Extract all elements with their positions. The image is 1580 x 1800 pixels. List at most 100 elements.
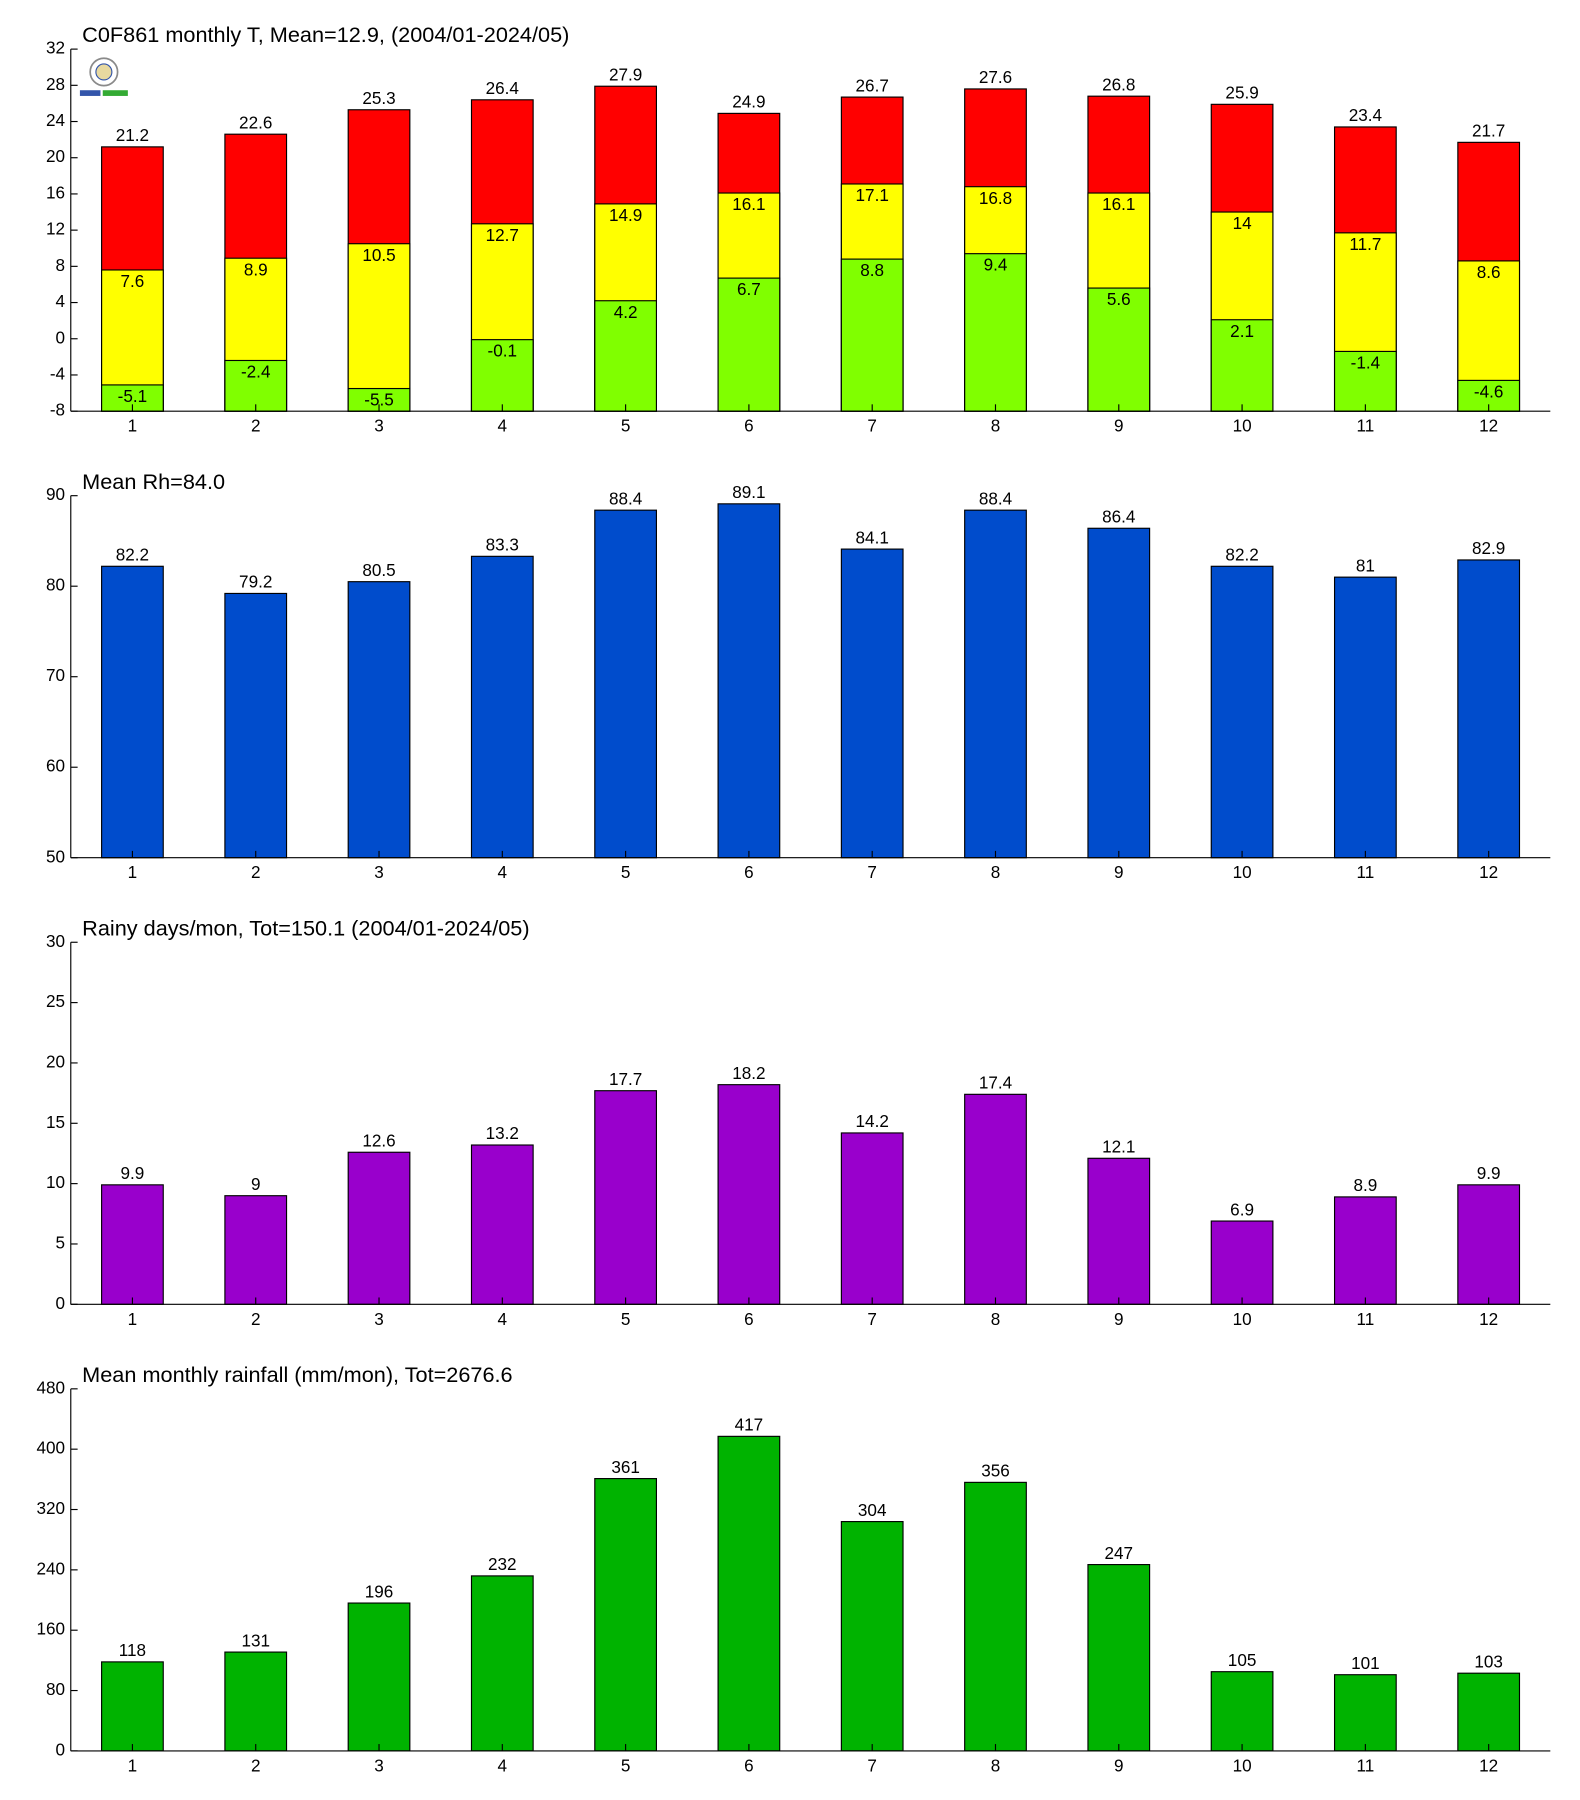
x-tick-label: 9 <box>1114 417 1124 436</box>
y-tick-label: -8 <box>50 401 65 420</box>
value-label: 18.2 <box>732 1064 765 1083</box>
value-label: 118 <box>119 1641 146 1660</box>
bar <box>840 548 904 859</box>
bar <box>347 581 411 859</box>
bar <box>964 1481 1027 1752</box>
value-label: 6.7 <box>737 280 761 299</box>
value-label: 9.9 <box>1477 1164 1501 1183</box>
x-tick-label: 5 <box>621 1756 631 1775</box>
bar <box>964 509 1027 859</box>
y-tick-label: 25 <box>46 992 65 1011</box>
value-label: 14 <box>1233 214 1253 233</box>
x-tick-label: 6 <box>744 1756 754 1775</box>
logo <box>79 57 128 96</box>
value-label: 26.8 <box>1102 75 1135 94</box>
bar <box>717 503 781 859</box>
x-tick-label: 1 <box>128 417 138 436</box>
bar <box>717 1435 781 1752</box>
value-label: 8.6 <box>1477 263 1501 282</box>
x-tick-label: 5 <box>621 863 631 882</box>
value-label: 80.5 <box>362 561 395 580</box>
y-tick-label: 30 <box>46 932 65 951</box>
value-label: 17.4 <box>979 1074 1013 1093</box>
bar <box>594 509 658 859</box>
x-tick-label: 10 <box>1233 417 1252 436</box>
y-tick-label: 8 <box>56 256 66 275</box>
bar <box>101 1661 164 1752</box>
y-tick-label: 400 <box>37 1439 66 1458</box>
value-label: 25.9 <box>1225 84 1258 103</box>
y-tick-label: 240 <box>37 1559 66 1578</box>
value-label: 4.2 <box>614 303 638 322</box>
value-label: 6.9 <box>1230 1200 1254 1219</box>
chart-title: Mean monthly rainfall (mm/mon), Tot=2676… <box>82 1362 512 1387</box>
value-label: 7.6 <box>121 272 145 291</box>
bar <box>1333 576 1397 859</box>
y-tick-label: 90 <box>46 485 65 504</box>
bar <box>1087 1157 1151 1305</box>
value-label: 23.4 <box>1349 106 1383 125</box>
bar <box>224 359 288 412</box>
y-tick-label: 0 <box>56 328 66 347</box>
value-label: 25.3 <box>362 89 395 108</box>
x-tick-label: 11 <box>1356 1310 1374 1329</box>
value-label: 9.9 <box>121 1164 145 1183</box>
value-label: 21.2 <box>116 126 149 145</box>
value-label: 5.6 <box>1107 290 1131 309</box>
x-tick-label: 3 <box>374 863 384 882</box>
value-label: -1.4 <box>1351 354 1381 373</box>
x-tick-label: 12 <box>1479 1756 1498 1775</box>
value-label: 12.1 <box>1102 1138 1135 1157</box>
value-label: 22.6 <box>239 113 272 132</box>
y-tick-label: 4 <box>56 292 66 311</box>
value-label: 17.1 <box>856 186 889 205</box>
value-label: 247 <box>1105 1544 1134 1563</box>
x-tick-label: 12 <box>1479 1310 1498 1329</box>
value-label: 88.4 <box>979 489 1013 508</box>
value-label: 12.7 <box>486 226 519 245</box>
x-tick-label: 2 <box>251 417 261 436</box>
bar <box>594 1090 658 1305</box>
bar <box>1210 1671 1274 1752</box>
value-label: 24.9 <box>732 93 765 112</box>
x-tick-label: 1 <box>128 863 138 882</box>
value-label: 81 <box>1356 556 1375 575</box>
chart-title: Rainy days/mon, Tot=150.1 (2004/01-2024/… <box>82 915 529 940</box>
bar <box>1087 527 1151 859</box>
y-tick-label: 60 <box>46 757 65 776</box>
value-label: 8.8 <box>860 261 884 280</box>
value-label: 9 <box>251 1175 261 1194</box>
bar <box>470 1144 534 1305</box>
bar <box>470 555 534 859</box>
x-tick-label: 8 <box>991 1310 1001 1329</box>
value-label: 14.2 <box>856 1112 889 1131</box>
y-tick-label: 10 <box>46 1173 65 1192</box>
value-label: 21.7 <box>1472 122 1505 141</box>
bar <box>1333 350 1397 412</box>
y-tick-label: 0 <box>56 1294 66 1313</box>
bar <box>347 1602 411 1752</box>
value-label: 361 <box>611 1458 640 1477</box>
bar <box>964 1093 1027 1305</box>
x-tick-label: 7 <box>867 863 877 882</box>
bar <box>1457 1672 1521 1752</box>
value-label: 86.4 <box>1102 508 1136 527</box>
value-label: 304 <box>858 1501 887 1520</box>
y-tick-label: 28 <box>46 75 65 94</box>
bar <box>347 1151 411 1305</box>
x-tick-label: 9 <box>1114 863 1124 882</box>
x-tick-label: 11 <box>1356 1756 1374 1775</box>
y-tick-label: 160 <box>37 1620 66 1639</box>
x-tick-label: 7 <box>867 417 877 436</box>
value-label: -5.1 <box>118 387 147 406</box>
value-label: 84.1 <box>856 528 889 547</box>
y-tick-label: 15 <box>46 1113 65 1132</box>
x-tick-label: 5 <box>621 1310 631 1329</box>
bar <box>717 1084 781 1305</box>
value-label: -4.6 <box>1474 382 1503 401</box>
x-tick-label: 10 <box>1233 1310 1252 1329</box>
bar <box>1210 565 1274 859</box>
value-label: 8.9 <box>1353 1176 1377 1195</box>
value-label: 13.2 <box>486 1124 519 1143</box>
value-label: 131 <box>241 1631 270 1650</box>
